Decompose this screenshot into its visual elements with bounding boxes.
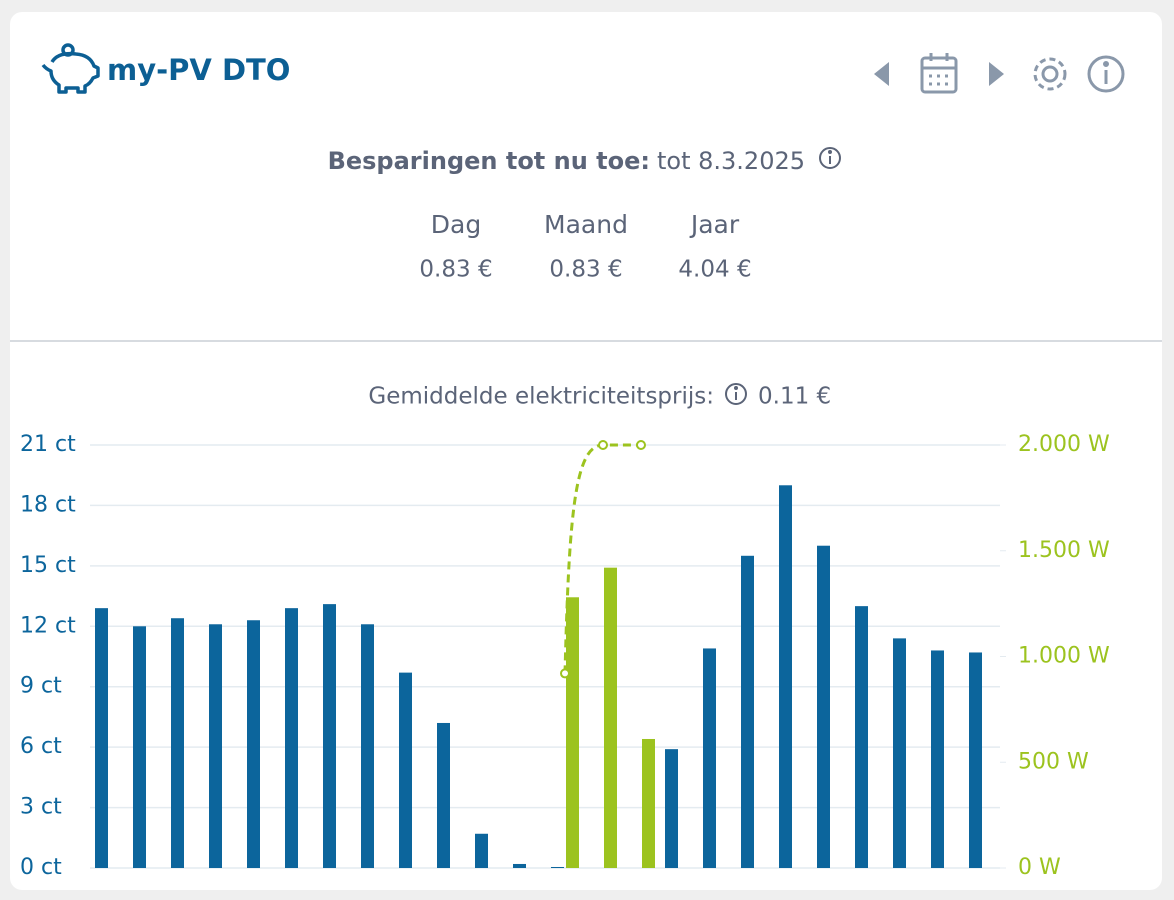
bar — [285, 608, 298, 868]
bar — [513, 863, 526, 868]
month-value: 0.83 € — [549, 257, 622, 283]
y-tick-label: 6 ct — [20, 734, 62, 759]
bar — [399, 672, 412, 868]
info-button[interactable] — [1087, 55, 1125, 93]
day-label: Dag — [431, 210, 481, 239]
y-tick-label: 9 ct — [20, 674, 62, 699]
price-label: Gemiddelde elektriciteitsprijs: — [368, 384, 714, 410]
bar — [893, 638, 906, 868]
day-value: 0.83 € — [419, 257, 492, 283]
bar — [817, 545, 830, 868]
bar — [95, 608, 108, 868]
bar — [604, 567, 617, 868]
savings-period: tot 8.3.2025 — [657, 147, 805, 175]
bar — [969, 652, 982, 868]
y2-tick-label: 1.500 W — [1018, 538, 1110, 563]
y-tick-label: 12 ct — [20, 613, 76, 638]
line — [563, 443, 641, 674]
bar — [475, 833, 488, 868]
y2-tick-label: 0 W — [1018, 855, 1061, 880]
month-label: Maand — [544, 210, 628, 239]
bar — [437, 722, 450, 868]
line-point — [560, 668, 570, 679]
y2-tick-label: 500 W — [1018, 749, 1089, 774]
bar — [566, 597, 579, 868]
calendar-button[interactable] — [920, 53, 958, 94]
savings-label: Besparingen tot nu toe: — [328, 147, 650, 175]
line-point — [598, 440, 608, 450]
plot: 0 ct 3 ct 6 ct 9 ct 12 ct 15 ct 18 ct 21 ct 0 W 5… — [20, 432, 1110, 880]
line-point — [636, 440, 646, 450]
y2-tick-label: 2.000 W — [1018, 432, 1110, 457]
y-tick-label: 15 ct — [20, 553, 76, 578]
y2-tick-label: 1.000 W — [1018, 644, 1110, 669]
bar — [361, 624, 374, 868]
bar — [741, 555, 754, 868]
bar — [855, 606, 868, 868]
next-button[interactable] — [989, 62, 1004, 86]
bar — [133, 626, 146, 868]
bar — [642, 738, 655, 868]
price-value: 0.11 € — [758, 384, 831, 410]
bar — [703, 648, 716, 868]
y-tick-label: 3 ct — [20, 795, 62, 820]
app-title: my-PV DTO — [107, 53, 290, 87]
info-icon[interactable] — [819, 147, 841, 169]
bar — [323, 604, 336, 868]
bar — [551, 866, 564, 868]
y-tick-label: 18 ct — [20, 492, 76, 517]
bar — [779, 485, 792, 868]
y-tick-label: 0 ct — [20, 855, 62, 880]
piggy-icon — [41, 43, 100, 94]
bar — [171, 618, 184, 868]
bar — [665, 749, 678, 868]
info-icon[interactable] — [725, 383, 747, 405]
settings-button[interactable] — [1033, 57, 1067, 91]
prev-button[interactable] — [874, 62, 889, 86]
year-value: 4.04 € — [678, 257, 751, 283]
bar — [247, 620, 260, 868]
bar — [209, 624, 222, 868]
year-label: Jaar — [689, 210, 740, 239]
y-tick-label: 21 ct — [20, 432, 76, 457]
bar — [931, 650, 944, 868]
